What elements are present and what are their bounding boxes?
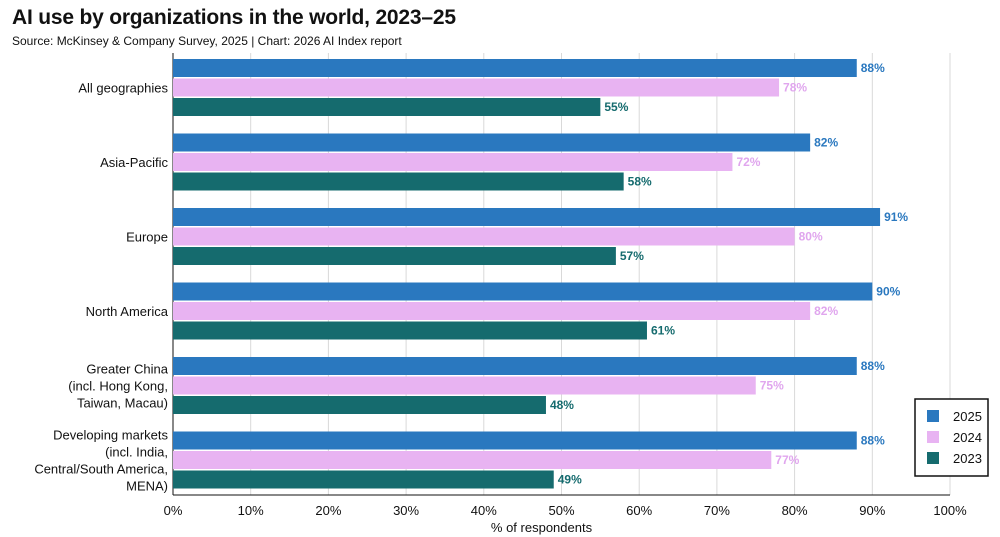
- category-label: All geographies: [78, 81, 168, 96]
- data-label: 78%: [783, 81, 807, 95]
- category-label-line: North America: [86, 304, 169, 319]
- bar-2023: [173, 172, 624, 191]
- category-label: Europe: [126, 230, 168, 245]
- category-label-line: Europe: [126, 230, 168, 245]
- data-label: 61%: [651, 324, 675, 338]
- bar-2024: [173, 153, 733, 171]
- category-label-line: (incl. India,: [105, 445, 168, 460]
- data-label: 48%: [550, 398, 574, 412]
- bar-2025: [173, 282, 873, 301]
- bar-2024: [173, 376, 756, 395]
- legend-label: 2024: [953, 430, 982, 445]
- data-label: 77%: [775, 453, 799, 467]
- data-label: 55%: [604, 100, 628, 114]
- category-label-line: (incl. Hong Kong,: [68, 379, 168, 394]
- data-label: 49%: [558, 473, 582, 487]
- category-label-line: MENA): [126, 479, 168, 494]
- data-label: 58%: [628, 175, 652, 189]
- bar-2023: [173, 396, 546, 414]
- x-tick-label: 10%: [238, 503, 264, 518]
- x-tick-label: 100%: [933, 503, 967, 518]
- bar-2024: [173, 302, 811, 320]
- legend-swatch-2025: [927, 410, 939, 422]
- x-tick-label: 80%: [782, 503, 808, 518]
- chart-title: AI use by organizations in the world, 20…: [12, 6, 456, 29]
- x-tick-label: 40%: [471, 503, 497, 518]
- category-label: Greater China (incl. Hong Kong, Taiwan, Ma…: [68, 362, 168, 411]
- category-label-line: Central/South America,: [34, 462, 168, 477]
- x-tick-label: 0%: [164, 503, 183, 518]
- x-tick-label: 50%: [548, 503, 574, 518]
- category-label: Developing markets (incl. India, Central/S…: [34, 428, 168, 494]
- x-tick-label: 60%: [626, 503, 652, 518]
- x-tick-label: 20%: [315, 503, 341, 518]
- legend-label: 2025: [953, 409, 982, 424]
- bar-2025: [173, 59, 857, 77]
- data-label: 88%: [861, 359, 885, 373]
- category-label: North America: [86, 304, 169, 319]
- x-tick-label: 90%: [859, 503, 885, 518]
- bar-2023: [173, 247, 616, 265]
- data-label: 72%: [736, 155, 760, 169]
- bar-2025: [173, 431, 857, 450]
- bar-2025: [173, 208, 881, 226]
- legend-swatch-2024: [927, 431, 939, 443]
- category-label-line: Asia-Pacific: [100, 155, 168, 170]
- data-label: 57%: [620, 249, 644, 263]
- bar-2023: [173, 98, 601, 116]
- data-label: 88%: [861, 61, 885, 75]
- data-label: 80%: [799, 230, 823, 244]
- bar-2024: [173, 78, 780, 97]
- x-axis-title: % of respondents: [491, 520, 593, 535]
- x-tick-label: 70%: [704, 503, 730, 518]
- legend-swatch-2023: [927, 452, 939, 464]
- data-label: 91%: [884, 210, 908, 224]
- bar-2024: [173, 227, 795, 246]
- bar-2023: [173, 470, 554, 489]
- category-label-line: Greater China: [86, 362, 168, 377]
- data-label: 90%: [876, 285, 900, 299]
- chart-subtitle: Source: McKinsey & Company Survey, 2025 …: [12, 34, 402, 48]
- data-label: 75%: [760, 379, 784, 393]
- bar-2023: [173, 321, 647, 340]
- bar-2024: [173, 451, 772, 469]
- data-label: 88%: [861, 434, 885, 448]
- category-label-line: All geographies: [78, 81, 168, 96]
- category-label-line: Developing markets: [53, 428, 168, 443]
- x-tick-label: 30%: [393, 503, 419, 518]
- category-label: Asia-Pacific: [100, 155, 168, 170]
- data-label: 82%: [814, 136, 838, 150]
- bar-2025: [173, 133, 811, 152]
- bar-2025: [173, 357, 857, 375]
- category-label-line: Taiwan, Macau): [77, 396, 168, 411]
- data-label: 82%: [814, 304, 838, 318]
- legend-label: 2023: [953, 451, 982, 466]
